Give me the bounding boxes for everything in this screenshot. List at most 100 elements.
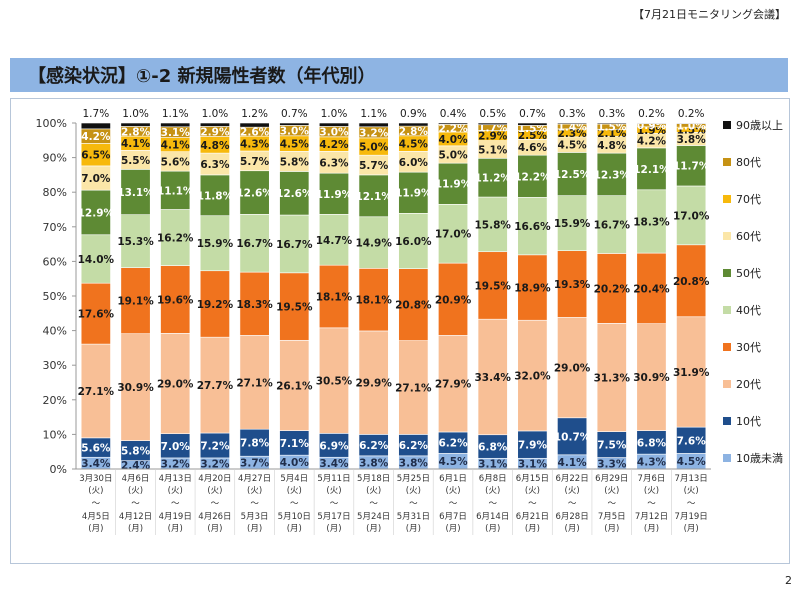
x-tick-label: 5月24日 — [357, 512, 390, 522]
data-label: 11.9% — [316, 189, 353, 201]
data-label: 0.4% — [440, 108, 467, 120]
data-label: 3.4% — [319, 458, 349, 470]
y-tick-label: 20% — [43, 394, 67, 407]
data-label: 3.1% — [478, 459, 508, 471]
data-label: 30.9% — [633, 372, 670, 384]
bar-segment — [517, 154, 548, 198]
y-tick-label: 10% — [43, 428, 67, 441]
x-tick-label: 5月25日 — [397, 474, 430, 484]
data-label: 29.0% — [554, 363, 591, 375]
x-tick-label: ～ — [171, 499, 180, 509]
legend-swatch — [723, 343, 731, 351]
x-tick-label: 7月12日 — [635, 512, 668, 522]
bar-segment — [120, 333, 151, 441]
data-label: 3.0% — [280, 126, 310, 138]
data-label: 20.8% — [395, 300, 432, 312]
data-label: 20.4% — [633, 283, 670, 295]
data-label: 3.1% — [518, 459, 548, 471]
data-label: 7.2% — [200, 440, 230, 452]
x-tick-label: (月) — [445, 524, 460, 534]
data-label: 6.9% — [319, 440, 349, 452]
data-label: 11.9% — [395, 188, 432, 200]
x-tick-label: 5月18日 — [357, 474, 390, 484]
x-tick-label: 5月31日 — [397, 512, 430, 522]
bar-segment — [199, 174, 230, 217]
bar-segment — [160, 265, 191, 334]
data-label: 4.0% — [280, 457, 310, 469]
x-tick-label: ～ — [568, 499, 577, 509]
data-label: 11.1% — [157, 185, 194, 197]
data-label: 12.2% — [514, 171, 551, 183]
data-label: 3.2% — [359, 127, 389, 139]
bar-segment — [636, 122, 667, 124]
bar-segment — [160, 209, 191, 266]
data-label: 0.5% — [479, 108, 506, 120]
legend-label: 50代 — [736, 267, 761, 280]
bar-segment — [318, 122, 349, 127]
data-label: 12.3% — [594, 169, 631, 181]
data-label: 6.8% — [637, 437, 667, 449]
bar-segment — [199, 336, 230, 434]
data-label: 19.3% — [554, 279, 591, 291]
data-label: 6.2% — [399, 440, 429, 452]
bar-segment — [279, 430, 310, 456]
page-number: 2 — [785, 574, 792, 587]
data-label: 0.9% — [400, 108, 427, 120]
bar-segment — [120, 169, 151, 215]
x-tick-label: (火) — [128, 486, 143, 496]
data-label: 4.5% — [399, 139, 429, 151]
data-label: 2.4% — [121, 460, 151, 472]
data-label: 0.7% — [519, 108, 546, 120]
x-tick-label: ～ — [647, 499, 656, 509]
bar-segment — [596, 152, 627, 196]
data-label: 7.1% — [280, 438, 310, 450]
x-tick-label: (火) — [565, 486, 580, 496]
data-label: 4.2% — [81, 131, 111, 143]
data-label: 7.0% — [161, 441, 191, 453]
title-band: 【感染状況】①-2 新規陽性者数（年代別） — [10, 58, 788, 92]
x-tick-label: 7月6日 — [638, 474, 666, 484]
x-tick-label: ～ — [92, 499, 101, 509]
data-label: 26.1% — [276, 380, 313, 392]
x-tick-label: 6月22日 — [555, 474, 588, 484]
bar-segment — [676, 244, 707, 318]
data-label: 4.8% — [597, 140, 627, 152]
bar-segment — [477, 251, 508, 320]
data-label: 1.2% — [241, 108, 268, 120]
legend-label: 30代 — [736, 341, 761, 354]
x-tick-label: 7月19日 — [675, 512, 708, 522]
bar-segment — [557, 317, 588, 419]
x-tick-label: (月) — [684, 524, 699, 534]
data-label: 19.1% — [117, 296, 154, 308]
x-tick-label: 3月30日 — [79, 474, 112, 484]
data-label: 3.3% — [597, 458, 627, 470]
data-label: 16.7% — [236, 238, 273, 250]
data-label: 7.9% — [518, 440, 548, 452]
data-label: 16.6% — [514, 221, 551, 233]
x-tick-label: 6月8日 — [479, 474, 507, 484]
data-label: 14.0% — [78, 254, 115, 266]
bar-segment — [80, 282, 111, 345]
x-tick-label: (火) — [445, 486, 460, 496]
data-label: 16.0% — [395, 236, 432, 248]
data-label: 3.8% — [359, 457, 389, 469]
bar-segment — [596, 122, 627, 125]
data-label: 15.9% — [197, 238, 234, 250]
x-tick-label: ～ — [369, 499, 378, 509]
x-tick-label: (火) — [684, 486, 699, 496]
x-tick-label: ～ — [211, 499, 220, 509]
bar-segment — [160, 333, 191, 435]
x-tick-label: (月) — [604, 524, 619, 534]
bar-segment — [596, 253, 627, 324]
bar-segment — [160, 170, 191, 210]
legend-swatch — [723, 195, 731, 203]
bar-segment — [517, 319, 548, 432]
data-label: 0.7% — [281, 108, 308, 120]
data-label: 3.2% — [200, 458, 230, 470]
y-tick-label: 30% — [43, 359, 67, 372]
bar-segment — [557, 195, 588, 251]
data-label: 5.8% — [121, 446, 151, 458]
x-tick-label: 4月27日 — [238, 474, 271, 484]
data-label: 2.9% — [200, 126, 230, 138]
data-label: 4.2% — [319, 139, 349, 151]
